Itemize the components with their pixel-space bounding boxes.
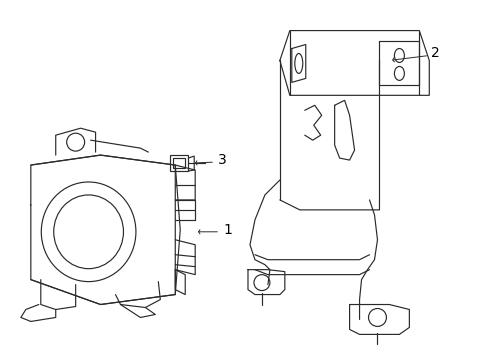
Text: 1: 1 — [223, 223, 231, 237]
Bar — [170, 155, 188, 171]
Text: 3: 3 — [218, 153, 226, 167]
Bar — [173, 158, 185, 168]
Text: 2: 2 — [430, 46, 439, 60]
